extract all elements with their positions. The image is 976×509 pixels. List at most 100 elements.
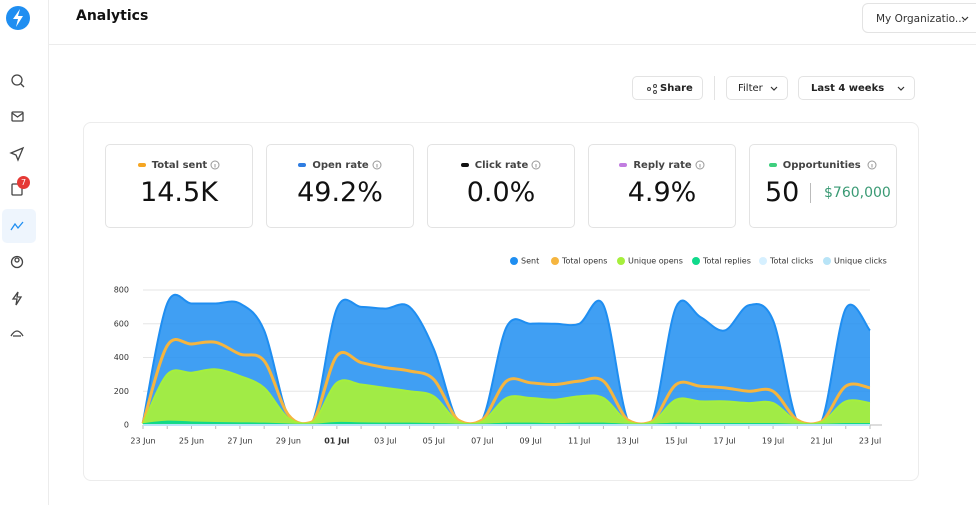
legend-swatch [692,257,700,265]
opp-amount: $760,000 [824,185,891,201]
stat-label: Total sent [106,160,252,171]
range-label: Last 4 weeks [811,83,885,94]
x-tick-label: 05 Jul [423,437,445,446]
info-circle [695,160,705,170]
x-tick-label: 27 Jun [227,437,252,446]
stat-label-text: Open rate [312,160,369,171]
legend-swatch [823,257,831,265]
chevron [770,86,778,91]
search-icon[interactable] [11,74,23,86]
legend-label: Total opens [561,257,607,266]
legend-label: Unique clicks [834,257,887,266]
info-icon [867,160,877,170]
x-tick-label: 03 Jul [374,437,396,446]
stat-label: Reply rate [589,160,735,171]
stat-label-text: Total sent [151,160,208,171]
info-circle [372,160,382,170]
x-tick-label: 23 Jun [130,437,155,446]
legend-label: Sent [521,257,539,266]
x-tick-label: 13 Jul [616,437,638,446]
legend-swatch [759,257,767,265]
legend-label: Total clicks [769,257,813,266]
stat-card: Reply rate 4.9% [588,144,736,228]
x-tick-label: 29 Jun [276,437,301,446]
x-tick-label: 23 Jul [859,437,881,446]
org-selector[interactable]: My Organizatio... [862,3,976,33]
sidebar-icons [2,6,36,337]
stat-color [768,163,777,167]
y-tick-label: 600 [114,319,129,328]
logo-bolt [13,9,23,27]
info-circle [531,160,541,170]
info-icon [210,160,220,170]
stat-card: Click rate 0.0% [427,144,575,228]
x-tick-label: 17 Jul [713,437,735,446]
share-label: Share [660,83,693,94]
x-tick-label: 19 Jul [762,437,784,446]
y-tick-label: 400 [114,353,129,362]
x-tick-label: 09 Jul [520,437,542,446]
settings-icon[interactable] [10,330,24,337]
send-icon[interactable] [9,146,25,162]
x-tick-label: 11 Jul [568,437,590,446]
mail-icon[interactable] [11,111,24,122]
analytics-card [83,122,919,481]
chevron [961,16,969,21]
series-line [141,338,871,426]
x-tick-label: 21 Jul [810,437,832,446]
info-icon [372,160,382,170]
divider [810,183,811,203]
stat-color [298,163,307,167]
info-circle [210,160,220,170]
area-fill [143,369,870,425]
automation-icon[interactable] [11,291,23,306]
series-line [142,420,871,426]
legend-label: Total replies [702,257,751,266]
badge: 7 [17,176,30,189]
legend-label: Unique opens [628,257,683,266]
opportunities-card: Opportunities 50 $760,000 [749,144,897,228]
stat-value: 14.5K [140,177,218,208]
x-tick-label: 01 Jul [324,437,350,446]
stat-label: Click rate [428,160,574,171]
filter-label: Filter [738,83,763,94]
stat-card: Total sent 14.5K [105,144,253,228]
org-name: My Organizatio... [876,13,965,25]
stat-color [137,163,146,167]
filter-button[interactable]: Filter [726,76,788,100]
stat-color [460,163,469,167]
stat-color [619,163,628,167]
series-line [142,293,871,426]
x-tick-label: 15 Jul [665,437,687,446]
stat-label: Opportunities [750,160,896,171]
stat-label-text: Click rate [474,160,529,171]
y-tick-label: 0 [124,421,129,430]
stat-value: 49.2% [297,177,383,208]
analytics-icon[interactable] [10,221,24,231]
stat-card: Open rate 49.2% [266,144,414,228]
chart: 0 200 400 600 800 23 Jun 25 Jun 27 Jun 29 Jun 01 … [114,257,887,446]
legend-swatch [551,257,559,265]
chevron [897,86,905,91]
share-icon [647,84,657,94]
range-select[interactable]: Last 4 weeks [798,76,915,100]
legend-swatch [510,257,518,265]
stat-value: 4.9% [627,177,697,208]
contacts-icon[interactable] [10,255,24,269]
page-title: Analytics [76,8,149,24]
stat-label-text: Reply rate [633,160,692,171]
y-tick-label: 200 [114,387,129,396]
y-tick-label: 800 [114,286,129,295]
series-line [142,368,871,426]
divider [714,76,715,100]
share-button[interactable]: Share [632,76,703,100]
stat-value: 0.0% [466,177,536,208]
top-bar [49,0,976,45]
info-icon [695,160,705,170]
x-tick-label: 07 Jul [471,437,493,446]
sidebar: 7 [0,0,49,505]
opp-count: 50 [765,177,800,208]
stat-label-text: Opportunities [782,160,861,171]
info-icon [531,160,541,170]
